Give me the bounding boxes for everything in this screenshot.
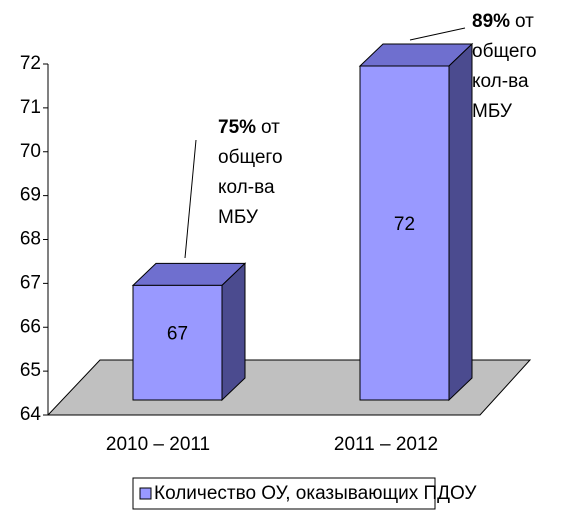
y-tick-label: 66 (20, 316, 41, 337)
bar-side (448, 42, 473, 402)
annotation-line: кол-ва (218, 177, 275, 198)
annotation-line: общего (218, 147, 283, 168)
bar-front (359, 65, 450, 401)
y-tick-label: 69 (20, 185, 41, 206)
annotation-line: общего (472, 41, 537, 62)
data-label: 72 (394, 214, 415, 235)
annotation-line: от (515, 11, 534, 32)
y-tick-label: 67 (20, 272, 41, 293)
annotation-bold: 89% (472, 11, 510, 32)
annotation-line: МБУ (472, 101, 513, 122)
annotation-bold: 75% (218, 117, 256, 138)
y-tick-label: 64 (20, 404, 42, 425)
legend-box (132, 477, 436, 510)
legend-marker (139, 487, 152, 500)
y-tick-label: 72 (20, 53, 41, 74)
x-tick-label: 2010 – 2011 (106, 434, 210, 455)
data-label: 67 (167, 324, 188, 345)
bar (358, 42, 474, 402)
annotation-line: от (261, 117, 280, 138)
bar (131, 262, 247, 402)
x-tick-label: 2011 – 2012 (334, 434, 438, 455)
bar-front (132, 284, 223, 401)
annotation: 75% от общего кол-ва МБУ (218, 117, 283, 228)
annotation: 89% от общего кол-ва МБУ (472, 11, 537, 122)
annotation-line: МБУ (218, 207, 259, 228)
y-tick-label: 68 (20, 229, 41, 250)
bar-side (221, 262, 246, 402)
y-tick-label: 71 (20, 97, 41, 118)
leader-line (184, 139, 197, 259)
leader-line (409, 27, 466, 41)
annotation-line: кол-ва (472, 71, 529, 92)
y-tick-label: 70 (20, 141, 41, 162)
legend-label: Количество ОУ, оказывающих ПДОУ (154, 483, 477, 504)
y-tick-label: 65 (20, 360, 41, 381)
